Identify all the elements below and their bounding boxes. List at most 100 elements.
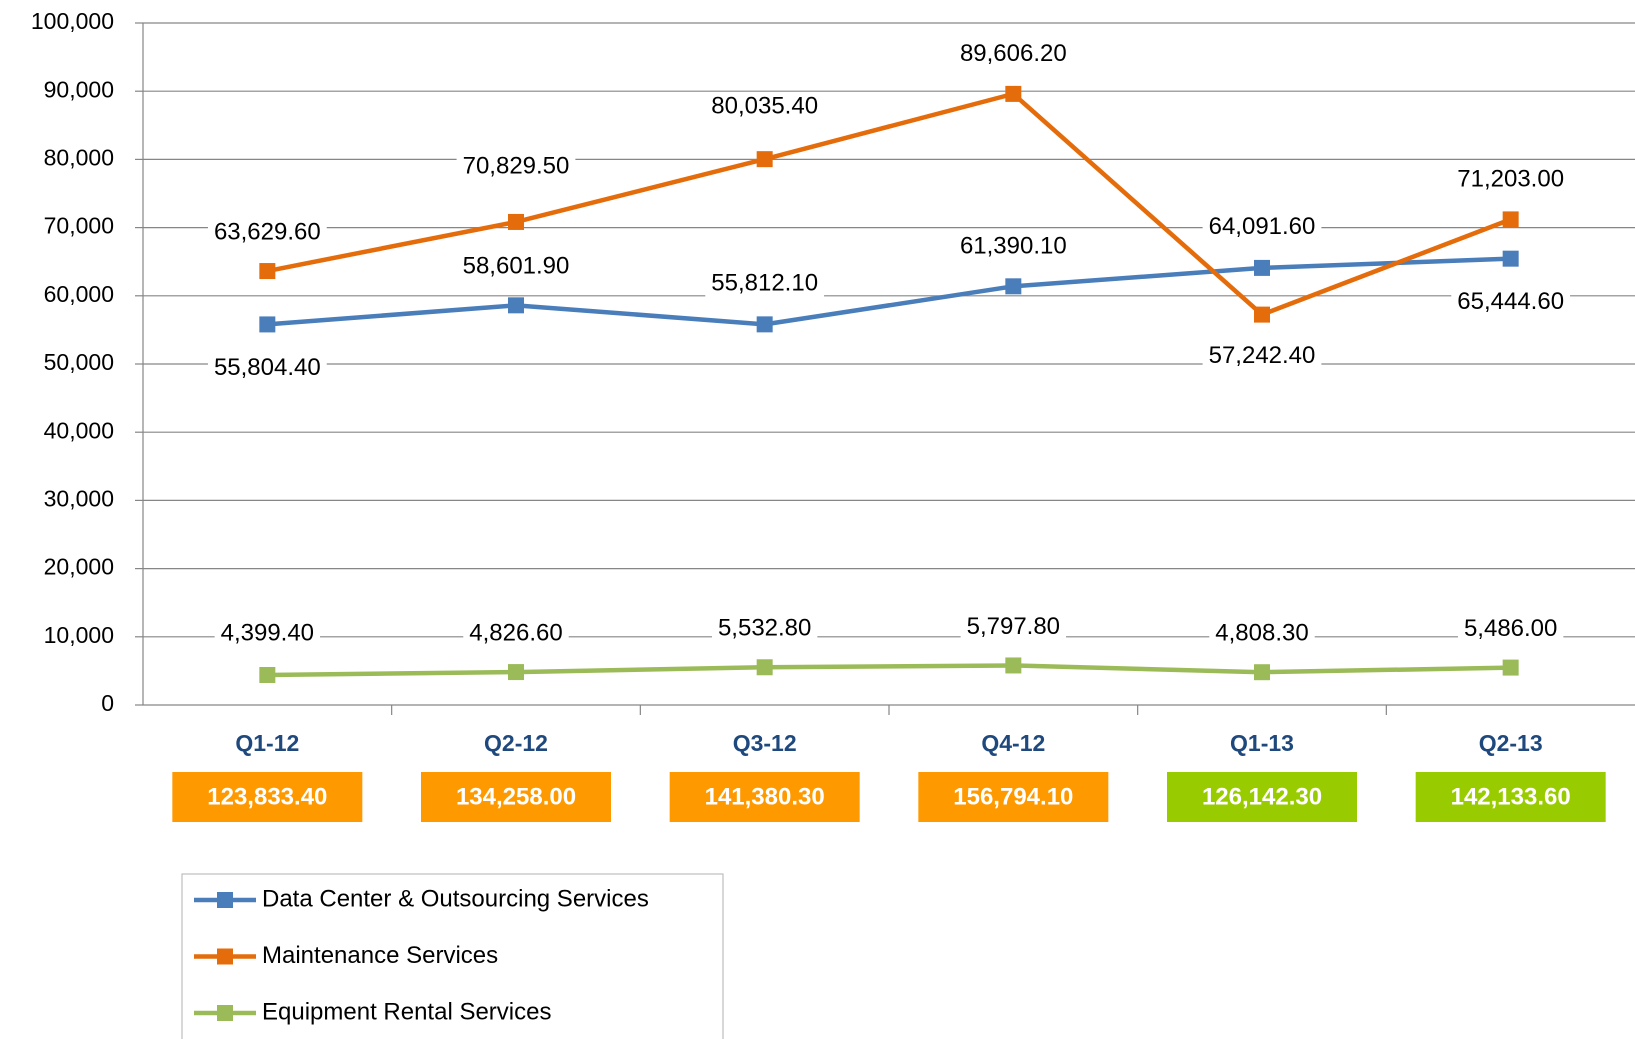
value-label: 89,606.20 xyxy=(960,40,1067,67)
value-label-group: 61,390.10 xyxy=(953,232,1073,260)
value-label: 5,532.80 xyxy=(718,615,811,642)
marker xyxy=(1005,85,1022,102)
legend-label: Maintenance Services xyxy=(262,942,498,969)
marker xyxy=(756,316,773,333)
total-label: 123,833.40 xyxy=(207,783,327,810)
value-label: 80,035.40 xyxy=(711,93,818,120)
value-label: 65,444.60 xyxy=(1457,288,1564,315)
value-label-bg xyxy=(960,612,1067,640)
marker xyxy=(1005,278,1022,295)
legend-marker xyxy=(217,892,233,908)
marker xyxy=(756,659,773,676)
y-tick-label: 20,000 xyxy=(44,554,114,580)
value-label-bg xyxy=(953,232,1073,260)
value-label: 61,390.10 xyxy=(960,233,1067,260)
value-label: 4,808.30 xyxy=(1215,620,1308,647)
total-label: 134,258.00 xyxy=(456,783,576,810)
value-label-bg xyxy=(711,614,818,642)
marker xyxy=(1005,657,1022,674)
value-label-group: 5,797.80 xyxy=(960,612,1067,640)
y-tick-label: 40,000 xyxy=(44,417,114,443)
total-box xyxy=(421,772,611,822)
y-tick-label: 10,000 xyxy=(44,622,114,648)
value-label-group: 55,812.10 xyxy=(705,269,825,297)
legend: Data Center & Outsourcing Services Mainte… xyxy=(181,873,724,1039)
value-label-group: 55,804.40 xyxy=(207,353,327,381)
x-tick-label: Q1-13 xyxy=(1230,730,1294,756)
value-label-group: 4,399.40 xyxy=(214,619,321,647)
value-label: 70,829.50 xyxy=(463,152,570,179)
value-label-group: 63,629.60 xyxy=(207,218,327,246)
marker xyxy=(1502,211,1519,228)
y-tick-label: 50,000 xyxy=(44,349,114,375)
value-label-bg xyxy=(1457,614,1564,642)
value-label: 4,399.40 xyxy=(221,619,314,646)
x-tick-label: Q1-12 xyxy=(235,730,299,756)
y-tick-label: 30,000 xyxy=(44,485,114,511)
value-label-group: 65,444.60 xyxy=(1451,288,1571,316)
series-line xyxy=(267,256,1511,327)
value-label: 71,203.00 xyxy=(1457,166,1564,193)
marker xyxy=(1502,659,1519,676)
value-label-group: 5,532.80 xyxy=(711,614,818,642)
value-label-bg xyxy=(705,92,825,120)
marker xyxy=(508,213,524,230)
marker xyxy=(508,297,524,314)
legend-box xyxy=(181,873,724,1039)
value-label-bg xyxy=(1209,619,1315,647)
marker xyxy=(259,666,276,683)
x-tick-label: Q2-13 xyxy=(1479,730,1543,756)
value-label-group: 57,242.40 xyxy=(1202,341,1322,369)
x-tick-label: Q4-12 xyxy=(981,730,1045,756)
value-label-bg xyxy=(456,252,576,280)
value-label-bg xyxy=(1202,213,1322,241)
total-label: 126,142.30 xyxy=(1202,783,1322,810)
value-label: 55,804.40 xyxy=(214,354,321,381)
value-label-bg xyxy=(1202,341,1322,369)
value-label: 63,629.60 xyxy=(214,218,321,245)
marker xyxy=(508,664,524,681)
total-label: 141,380.30 xyxy=(705,783,825,810)
value-label: 4,826.60 xyxy=(469,619,562,646)
marker xyxy=(1254,306,1270,323)
marker xyxy=(756,151,773,168)
x-tick-label: Q2-12 xyxy=(484,730,548,756)
series-line xyxy=(266,91,1512,317)
total-box xyxy=(1167,772,1357,822)
value-label: 57,242.40 xyxy=(1209,342,1316,369)
value-label-bg xyxy=(953,40,1073,68)
y-tick-label: 70,000 xyxy=(44,213,114,239)
value-label-bg xyxy=(463,619,569,647)
value-label-bg xyxy=(207,218,327,246)
legend-marker xyxy=(217,948,233,965)
value-label: 5,797.80 xyxy=(967,613,1060,640)
total-label: 156,794.10 xyxy=(953,783,1073,810)
value-label: 64,091.60 xyxy=(1209,213,1316,240)
total-box xyxy=(172,772,363,822)
value-label-group: 80,035.40 xyxy=(705,92,825,120)
value-label: 5,486.00 xyxy=(1464,615,1557,642)
value-label-bg xyxy=(214,619,321,647)
legend-marker xyxy=(217,1005,233,1021)
value-label-group: 89,606.20 xyxy=(953,40,1073,68)
value-label: 58,601.90 xyxy=(463,253,570,280)
y-tick-label: 100,000 xyxy=(31,8,114,34)
marker xyxy=(1254,664,1270,681)
total-box xyxy=(1415,772,1606,822)
value-label-bg xyxy=(456,152,576,180)
value-label-bg xyxy=(705,269,825,297)
y-tick-label: 80,000 xyxy=(44,144,114,170)
total-box xyxy=(918,772,1109,822)
value-label-bg xyxy=(1451,165,1571,193)
x-tick-label: Q3-12 xyxy=(733,730,797,756)
y-tick-label: 0 xyxy=(101,690,114,716)
value-label-group: 4,808.30 xyxy=(1209,619,1315,647)
total-box xyxy=(669,772,860,822)
total-label: 142,133.60 xyxy=(1451,783,1571,810)
marker xyxy=(1254,259,1270,276)
value-label-group: 5,486.00 xyxy=(1457,614,1564,642)
value-label-group: 64,091.60 xyxy=(1202,213,1322,241)
value-label-group: 4,826.60 xyxy=(463,619,569,647)
